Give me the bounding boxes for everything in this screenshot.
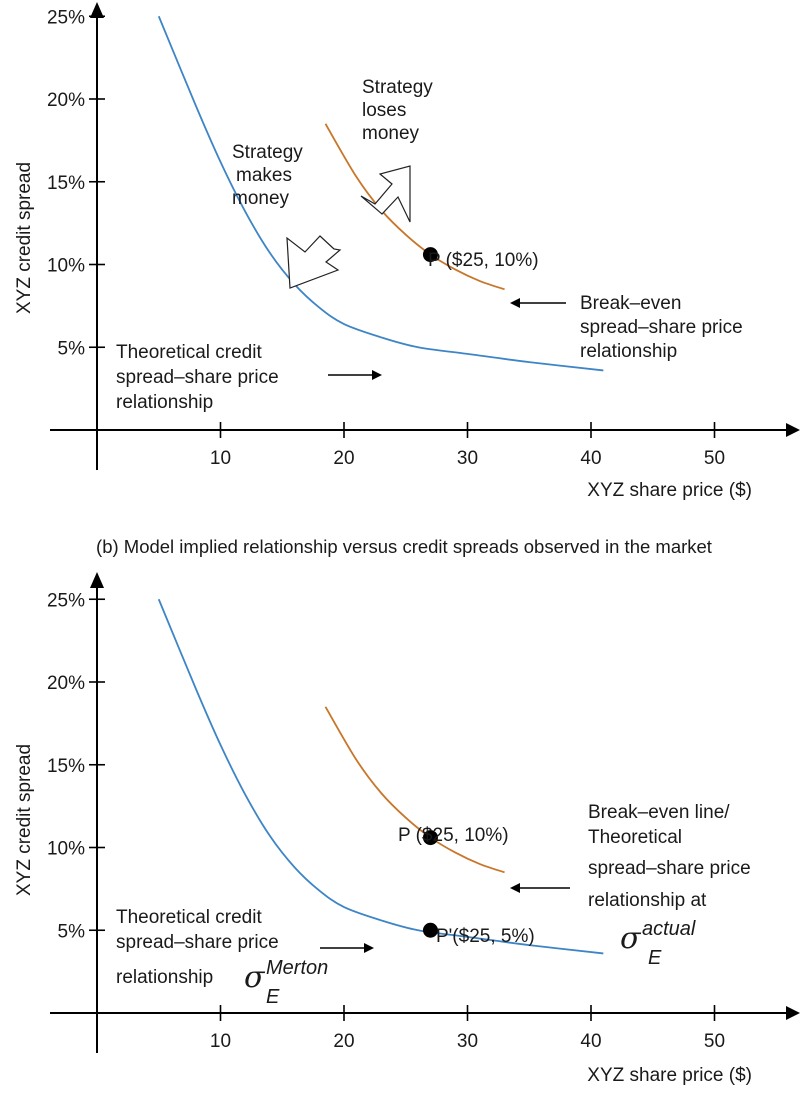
annotation-line: loses [362, 100, 406, 121]
chart-a-x-tick-label: 20 [333, 448, 354, 469]
chart-a-y-tick-label: 10% [47, 256, 85, 277]
annotation-line: Break–even line/ [588, 802, 730, 823]
chart-a-annotation-theoretical: Theoretical credit spread–share price re… [116, 342, 382, 413]
chart-b: 10 20 30 40 50 5% 10% 15% 20% 25% XYZ credit spre… [14, 572, 800, 1086]
chart-b-y-tick-label: 10% [47, 839, 85, 860]
annotation-line: Strategy [362, 77, 433, 98]
annotation-line: money [232, 188, 290, 209]
chart-b-point-p-prime [422, 922, 438, 938]
chart-a-x-tick-label: 10 [210, 448, 231, 469]
annotation-line: spread–share price [588, 858, 751, 879]
arrow-up-right-icon [360, 165, 411, 223]
annotation-line: money [362, 123, 420, 144]
chart-a-xlabel: XYZ share price ($) [587, 480, 752, 501]
chart-a-series-break-even-line [324, 123, 505, 291]
chart-b-x-tick-label: 50 [704, 1031, 725, 1052]
sigma-merton-symbol: σ E Merton [244, 957, 328, 1008]
chart-a: 10 20 30 40 50 5% 10% 15% 20% 25% XYZ credit spre… [14, 2, 800, 501]
chart-a-x-tick-label: 50 [704, 448, 725, 469]
chart-a-x-axis-arrowhead [786, 423, 800, 437]
annotation-line: Break–even [580, 293, 681, 314]
sigma-subscript: E [266, 986, 280, 1008]
chart-b-annotation-break-even: Break–even line/ Theoretical spread–shar… [510, 802, 751, 969]
chart-b-point-label-p: P ($25, 10%) [398, 825, 509, 846]
chart-b-y-tick-label: 25% [47, 590, 85, 611]
sigma-superscript: Merton [266, 957, 328, 979]
sigma-symbol: σ [620, 921, 642, 956]
annotation-line: relationship at [588, 890, 707, 911]
chart-b-y-tick-label: 20% [47, 673, 85, 694]
chart-a-y-tick-label: 15% [47, 173, 85, 194]
annotation-line: makes [236, 165, 292, 186]
chart-b-annotation-theoretical: Theoretical credit spread–share price re… [116, 907, 374, 1008]
chart-b-xlabel: XYZ share price ($) [587, 1065, 752, 1086]
sigma-symbol: σ [244, 960, 266, 995]
chart-b-y-axis-arrowhead [90, 572, 104, 588]
annotation-line: Theoretical credit [116, 907, 262, 928]
annotation-line: relationship [580, 341, 677, 362]
chart-b-point-p [422, 830, 438, 846]
sigma-actual-symbol: σ E actual [620, 918, 696, 969]
chart-a-point-label: P ($25, 10%) [428, 250, 539, 271]
chart-a-y-tick-label: 5% [58, 338, 86, 359]
chart-b-caption: (b) Model implied relationship versus cr… [96, 536, 712, 557]
annotation-line: Theoretical [588, 827, 682, 848]
chart-b-x-axis-arrowhead [786, 1006, 800, 1020]
chart-a-x-tick-label: 40 [580, 448, 601, 469]
annotation-line: Strategy [232, 142, 303, 163]
chart-a-x-tick-label: 30 [457, 448, 478, 469]
chart-b-x-tick-label: 10 [210, 1031, 231, 1052]
chart-a-annotation-makes-money: Strategy makes money [232, 142, 303, 209]
chart-b-curves [157, 598, 604, 955]
annotation-line: spread–share price [116, 367, 279, 388]
chart-a-y-axis-arrowhead [90, 2, 104, 18]
annotation-line: Theoretical credit [116, 342, 262, 363]
chart-a-curves [157, 15, 604, 372]
chart-b-series-break-even-line [324, 706, 505, 874]
chart-b-x-tick-label: 20 [333, 1031, 354, 1052]
sigma-superscript: actual [642, 918, 696, 940]
chart-a-annotation-break-even: Break–even spread–share price relationsh… [510, 293, 743, 362]
chart-a-series-theoretical-line [157, 15, 604, 372]
chart-b-series-theoretical-line [157, 598, 604, 955]
annotation-line: relationship [116, 967, 213, 988]
chart-a-axes: 10 20 30 40 50 5% 10% 15% 20% 25% [47, 2, 800, 470]
annotation-line: relationship [116, 392, 213, 413]
chart-a-y-tick-label: 20% [47, 90, 85, 111]
chart-b-y-tick-label: 15% [47, 756, 85, 777]
sigma-subscript: E [648, 947, 662, 969]
chart-b-y-tick-label: 5% [58, 921, 86, 942]
chart-a-annotation-loses-money: Strategy loses money [362, 77, 433, 144]
chart-b-point-label-p-prime: P'($25, 5%) [436, 926, 535, 947]
chart-b-x-tick-label: 30 [457, 1031, 478, 1052]
arrow-down-left-icon [286, 235, 342, 289]
annotation-line: spread–share price [116, 932, 279, 953]
annotation-line: spread–share price [580, 317, 743, 338]
chart-a-point-p [422, 247, 438, 263]
chart-b-x-tick-label: 40 [580, 1031, 601, 1052]
chart-a-y-tick-label: 25% [47, 7, 85, 28]
chart-a-ylabel: XYZ credit spread [14, 162, 35, 314]
chart-b-axes: 10 20 30 40 50 5% 10% 15% 20% 25% [47, 572, 800, 1053]
chart-b-ylabel: XYZ credit spread [14, 744, 35, 896]
